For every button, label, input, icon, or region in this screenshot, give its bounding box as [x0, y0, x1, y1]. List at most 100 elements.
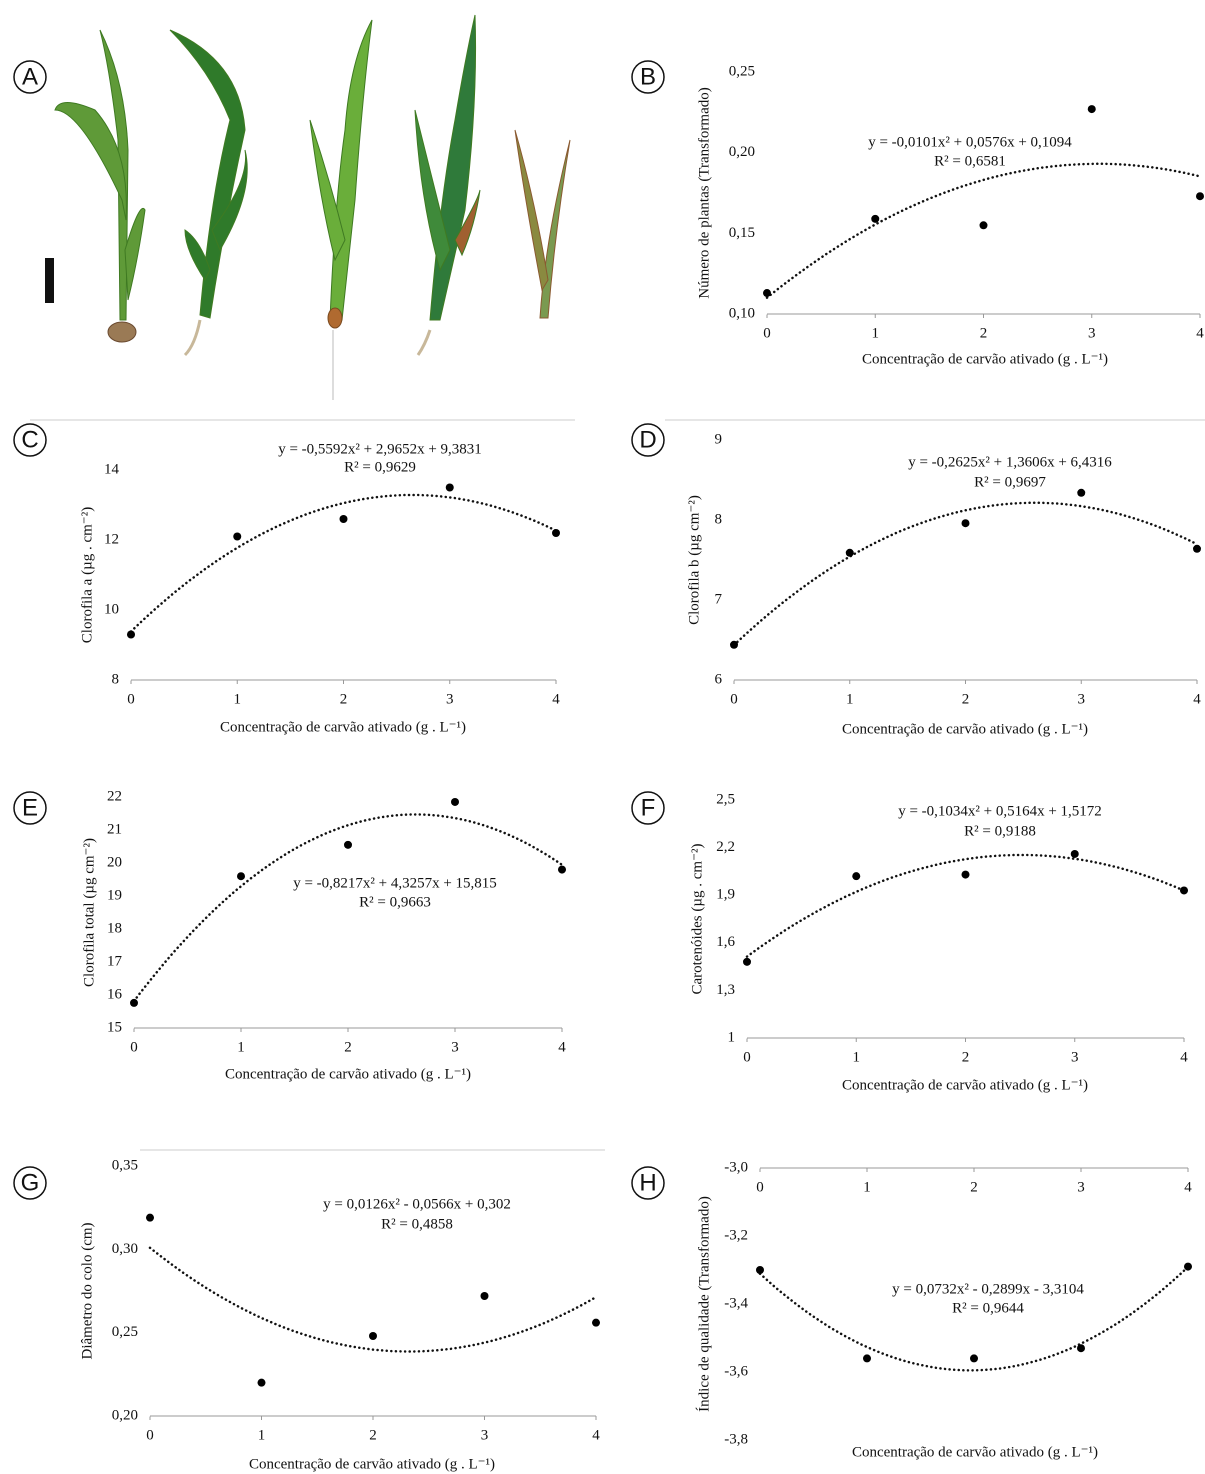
- point: [852, 872, 861, 881]
- point: [743, 957, 751, 966]
- panel-circle: [13, 791, 47, 825]
- x-tick-label: 4: [1193, 691, 1201, 707]
- y-tick-label: 22: [107, 788, 122, 804]
- y-tick-label: -3,2: [724, 1227, 748, 1243]
- y-tick-label: 16: [107, 986, 123, 1002]
- point: [1193, 544, 1201, 553]
- r-squared: R² = 0,9644: [952, 1300, 1024, 1316]
- equation: y = -0,8217x² + 4,3257x + 15,815: [293, 875, 497, 891]
- panel-letter: D: [639, 426, 656, 453]
- point: [451, 797, 459, 806]
- x-axis-label: Concentração de carvão ativado (g . L⁻¹): [842, 721, 1088, 737]
- y-tick-label: 0,30: [112, 1241, 138, 1257]
- r-squared: R² = 0,9629: [344, 459, 416, 475]
- point: [730, 640, 738, 649]
- point: [1180, 886, 1188, 895]
- point: [1184, 1262, 1192, 1271]
- point: [552, 529, 560, 537]
- y-axis-label: Carotenóides (µg . cm⁻²): [689, 843, 705, 994]
- x-tick-label: 4: [552, 691, 560, 707]
- x-tick-label: 0: [730, 691, 738, 707]
- trendline: [148, 1246, 598, 1353]
- y-tick-label: 10: [104, 601, 119, 617]
- x-tick-label: 2: [962, 1049, 970, 1065]
- r-squared: R² = 0,9188: [964, 823, 1036, 839]
- panel-letter: B: [640, 63, 656, 90]
- y-tick-label: 0,10: [729, 305, 755, 321]
- x-tick-label: 3: [446, 691, 454, 707]
- y-tick-label: 0,20: [729, 144, 755, 160]
- x-tick-label: 4: [558, 1039, 566, 1055]
- trendline: [745, 853, 1186, 958]
- equation: y = -0,2625x² + 1,3606x + 6,4316: [908, 454, 1112, 470]
- y-tick-label: 1,3: [716, 982, 735, 998]
- x-axis-label: Concentração de carvão ativado (g . L⁻¹): [842, 1077, 1088, 1093]
- x-tick-label: 4: [1180, 1049, 1188, 1065]
- y-tick-label: 8: [715, 511, 723, 527]
- point: [763, 289, 771, 298]
- y-tick-label: 1: [728, 1029, 736, 1045]
- y-axis-label: Diâmetro do colo (cm): [79, 1222, 95, 1359]
- y-tick-label: 12: [104, 531, 119, 547]
- y-tick-label: 0,25: [112, 1324, 138, 1340]
- y-tick-label: 8: [112, 671, 120, 687]
- point: [1087, 105, 1096, 114]
- y-axis-label: Clorofila b (µg cm⁻²): [686, 495, 702, 625]
- y-tick-label: 2,2: [716, 839, 735, 855]
- y-tick-label: 19: [107, 887, 122, 903]
- x-axis-label: Concentração de carvão ativado (g . L⁻¹): [225, 1066, 471, 1082]
- point: [257, 1378, 266, 1387]
- y-tick-label: 2,5: [716, 791, 735, 807]
- point: [863, 1354, 871, 1363]
- point: [970, 1354, 978, 1363]
- x-tick-label: 3: [481, 1427, 489, 1443]
- point: [1077, 1344, 1085, 1353]
- y-tick-label: 6: [715, 671, 723, 687]
- equation: y = -0,0101x² + 0,0576x + 0,1094: [868, 134, 1072, 150]
- equation: y = -0,5592x² + 2,9652x + 9,3831: [278, 441, 482, 457]
- panel-letter: H: [639, 1169, 656, 1196]
- x-tick-label: 0: [743, 1049, 751, 1065]
- x-tick-label: 0: [127, 691, 135, 707]
- point: [233, 532, 242, 541]
- y-tick-label: 18: [107, 920, 122, 936]
- x-tick-label: 1: [846, 691, 854, 707]
- y-tick-label: -3,4: [724, 1295, 748, 1311]
- x-tick-label: 0: [763, 325, 771, 341]
- equation: y = -0,1034x² + 0,5164x + 1,5172: [898, 803, 1102, 819]
- x-tick-label: 3: [451, 1039, 459, 1055]
- r-squared: R² = 0,9697: [974, 474, 1046, 490]
- point: [339, 515, 348, 523]
- x-tick-label: 0: [146, 1427, 154, 1443]
- equation: y = 0,0126x² - 0,0566x + 0,302: [323, 1196, 511, 1212]
- x-axis-label: Concentração de carvão ativado (g . L⁻¹): [249, 1456, 495, 1472]
- y-tick-label: 0,20: [112, 1407, 138, 1423]
- trendline: [732, 501, 1199, 647]
- x-tick-label: 1: [863, 1179, 871, 1195]
- y-tick-label: 0,25: [729, 63, 755, 79]
- x-tick-label: 3: [1078, 691, 1086, 707]
- point: [130, 998, 138, 1007]
- point: [237, 872, 245, 881]
- x-tick-label: 4: [592, 1427, 600, 1443]
- x-tick-label: 2: [962, 691, 970, 707]
- y-axis-label: Índice de qualidade (Transformado): [695, 1196, 712, 1412]
- r-squared: R² = 0,6581: [934, 153, 1006, 169]
- x-tick-label: 0: [130, 1039, 138, 1055]
- x-tick-label: 1: [258, 1427, 266, 1443]
- x-tick-label: 1: [234, 691, 242, 707]
- y-tick-label: 0,35: [112, 1157, 138, 1173]
- point: [871, 214, 880, 223]
- trendline: [765, 162, 1202, 299]
- x-axis-label: Concentração de carvão ativado (g . L⁻¹): [852, 1444, 1098, 1460]
- point: [445, 483, 454, 492]
- point: [961, 870, 970, 879]
- y-tick-label: 1,9: [716, 887, 735, 903]
- panel-circle: [631, 60, 665, 94]
- panel-circle: [631, 1166, 665, 1200]
- x-tick-label: 1: [872, 325, 880, 341]
- point: [979, 221, 988, 230]
- y-tick-label: 14: [104, 461, 120, 477]
- y-tick-label: -3,8: [724, 1431, 748, 1447]
